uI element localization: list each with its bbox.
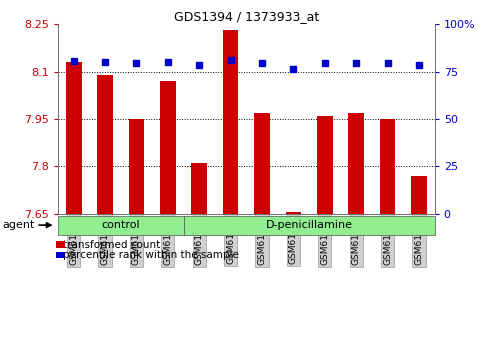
Bar — [411, 176, 427, 214]
Text: agent: agent — [2, 220, 35, 230]
Bar — [128, 119, 144, 214]
Bar — [348, 113, 364, 214]
Text: percentile rank within the sample: percentile rank within the sample — [63, 250, 239, 260]
Title: GDS1394 / 1373933_at: GDS1394 / 1373933_at — [174, 10, 319, 23]
Text: transformed count: transformed count — [63, 240, 160, 250]
Bar — [97, 75, 113, 214]
Bar — [317, 116, 333, 214]
Bar — [223, 30, 239, 214]
Text: control: control — [101, 220, 140, 230]
Bar — [160, 81, 176, 214]
Bar — [254, 113, 270, 214]
Bar — [285, 212, 301, 214]
Bar — [66, 62, 82, 214]
Text: D-penicillamine: D-penicillamine — [266, 220, 353, 230]
Bar — [380, 119, 396, 214]
Bar — [191, 163, 207, 214]
